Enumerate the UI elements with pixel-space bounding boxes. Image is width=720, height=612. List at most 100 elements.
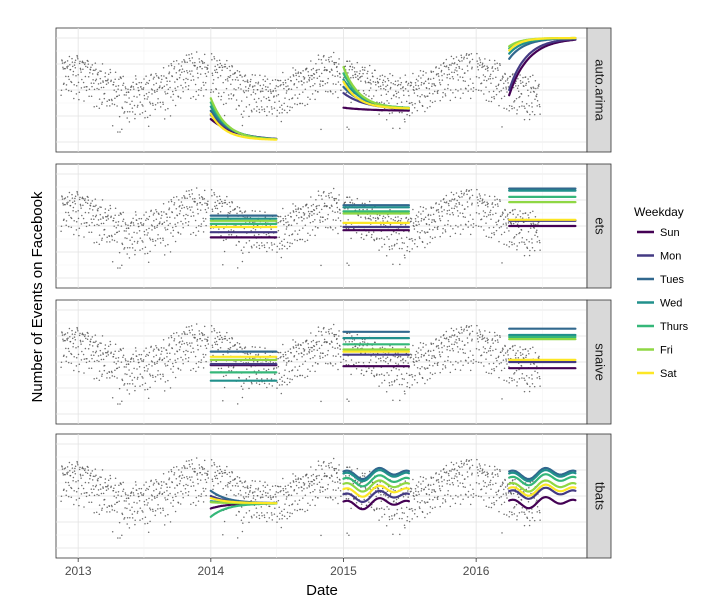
observed-point [470, 325, 473, 327]
observed-point [133, 501, 135, 504]
observed-point [173, 67, 175, 70]
observed-point [204, 353, 207, 356]
observed-point [527, 350, 529, 352]
observed-point [536, 241, 538, 243]
observed-point [324, 82, 327, 85]
observed-point [256, 89, 259, 91]
observed-point [137, 358, 139, 361]
observed-point [150, 345, 152, 348]
observed-point [488, 195, 491, 198]
observed-point [332, 93, 334, 95]
observed-point [165, 499, 167, 501]
observed-point [499, 336, 501, 339]
observed-point [346, 60, 349, 62]
observed-point [414, 82, 417, 84]
observed-point [472, 226, 474, 229]
observed-point [241, 76, 243, 78]
observed-point [198, 330, 200, 332]
observed-point [525, 239, 528, 241]
observed-point [99, 354, 102, 356]
observed-point [164, 515, 167, 517]
observed-point [146, 522, 149, 525]
observed-point [327, 497, 329, 499]
observed-point [439, 83, 442, 86]
observed-point [296, 375, 299, 378]
observed-point [364, 216, 367, 218]
observed-point [107, 350, 109, 353]
observed-point [106, 485, 109, 488]
observed-point [354, 71, 356, 73]
observed-point [520, 229, 523, 231]
observed-point [135, 83, 138, 85]
observed-point [123, 518, 125, 520]
observed-point [251, 517, 253, 519]
observed-point [386, 356, 389, 359]
observed-point [226, 331, 228, 334]
observed-point [232, 345, 234, 347]
observed-point [455, 360, 457, 363]
observed-point [488, 100, 490, 102]
observed-point [144, 110, 147, 112]
observed-point [295, 344, 297, 347]
observed-point [240, 519, 243, 521]
observed-point [488, 362, 490, 365]
observed-point [326, 475, 328, 478]
observed-point [137, 86, 139, 89]
observed-point [483, 201, 486, 203]
observed-point [171, 75, 174, 78]
observed-point [203, 84, 205, 86]
observed-point [471, 67, 473, 70]
observed-point [332, 83, 335, 85]
observed-point [64, 67, 66, 70]
observed-point [310, 480, 312, 483]
observed-point [331, 480, 334, 482]
observed-point [509, 211, 512, 214]
observed-point [71, 333, 74, 335]
observed-point [138, 93, 141, 96]
observed-point [68, 461, 71, 464]
observed-point [266, 484, 269, 486]
observed-point [135, 350, 137, 352]
observed-point [531, 102, 533, 104]
observed-point [441, 368, 444, 370]
observed-point [161, 484, 163, 487]
observed-point [114, 343, 117, 346]
observed-point [70, 90, 73, 93]
observed-point [504, 209, 506, 212]
observed-point [388, 384, 391, 387]
observed-point [459, 233, 462, 235]
observed-point [79, 466, 81, 469]
observed-point [179, 233, 182, 235]
observed-point [323, 202, 326, 205]
observed-point [120, 361, 123, 363]
observed-point [391, 245, 393, 247]
observed-point [133, 224, 135, 226]
observed-point [248, 104, 251, 106]
observed-point [214, 201, 216, 204]
observed-point [74, 59, 77, 61]
observed-point [497, 219, 500, 221]
observed-point [157, 374, 159, 376]
observed-point [161, 358, 164, 361]
observed-point [308, 349, 311, 351]
observed-point [418, 87, 420, 90]
observed-point [323, 54, 325, 57]
observed-point [80, 71, 82, 73]
observed-point [155, 211, 158, 213]
observed-point [419, 70, 422, 72]
observed-point [139, 507, 142, 509]
observed-point [457, 79, 460, 81]
observed-point [386, 84, 389, 87]
observed-point [455, 338, 457, 341]
observed-point [166, 489, 168, 492]
observed-point [151, 225, 154, 227]
observed-point [71, 65, 74, 68]
observed-point [83, 199, 86, 202]
observed-point [140, 217, 143, 220]
observed-point [211, 331, 213, 333]
observed-point [447, 220, 449, 222]
observed-point [445, 330, 448, 333]
observed-point [71, 329, 73, 332]
observed-point [504, 352, 507, 354]
observed-point [262, 490, 265, 492]
